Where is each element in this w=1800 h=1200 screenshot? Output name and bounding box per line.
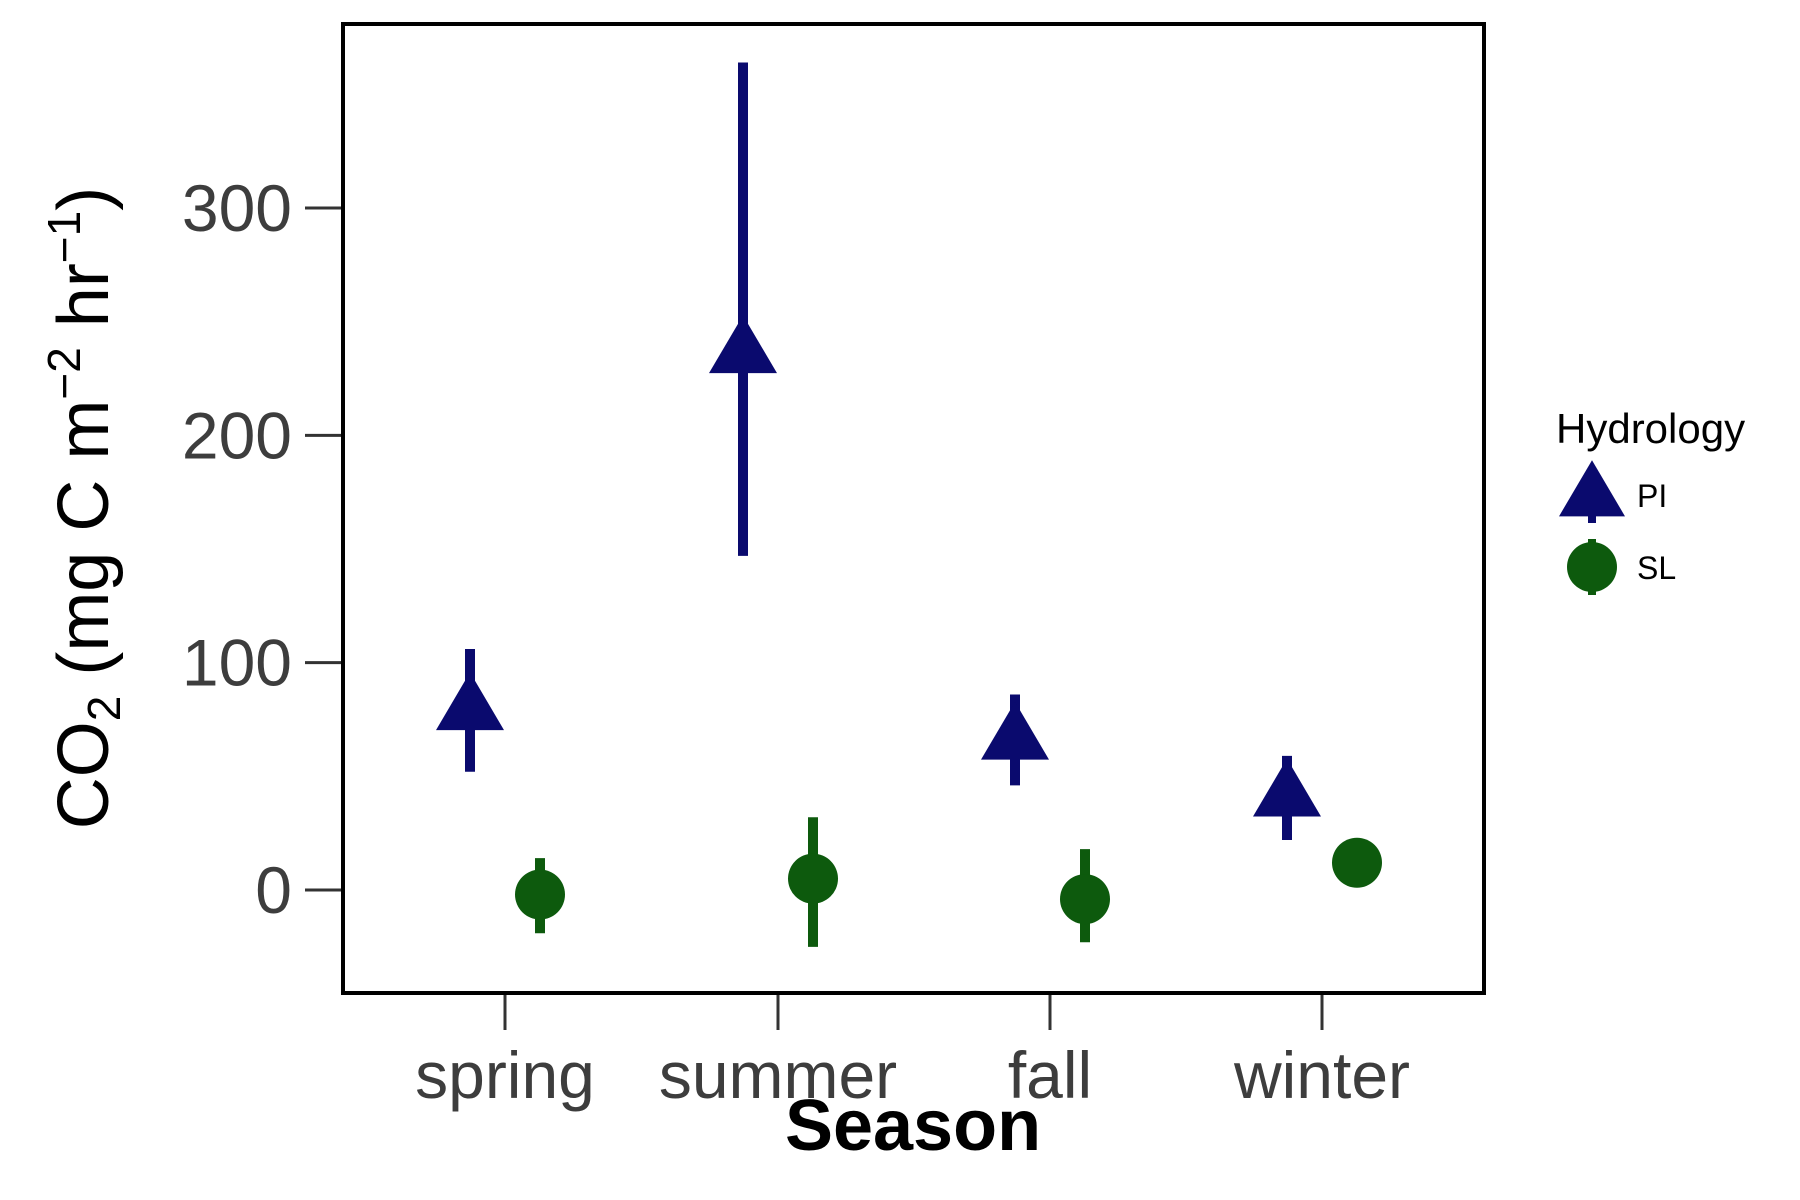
y-title-suffix: ) — [44, 187, 124, 211]
y-tick-label: 300 — [182, 171, 292, 245]
x-tick-label-spring: spring — [415, 1038, 595, 1112]
y-axis: 0 100 200 300 — [182, 171, 341, 927]
y-axis-title: CO2 (mg C m−2 hr−1) — [38, 187, 130, 830]
x-tick-label-fall: fall — [1008, 1038, 1092, 1112]
y-title-prefix: CO — [44, 721, 124, 829]
y-title-superscript-2: −1 — [38, 211, 90, 263]
y-title-superscript-1: −2 — [38, 347, 90, 399]
legend-key-sl — [1567, 542, 1617, 592]
legend-key-pi — [1559, 460, 1625, 517]
y-title-subscript: 2 — [78, 696, 130, 722]
y-title-unit-part2: hr — [44, 263, 124, 347]
point-pi-spring — [436, 672, 504, 731]
point-sl-fall — [1060, 874, 1110, 925]
point-pi-summer — [709, 315, 777, 374]
x-axis: spring summer fall winter — [415, 995, 1410, 1112]
legend-keys: PI SL — [1559, 460, 1676, 595]
data-marks — [436, 62, 1382, 947]
legend-title: Hydrology — [1556, 405, 1745, 452]
point-sl-spring — [515, 869, 565, 920]
x-tick-label-winter: winter — [1233, 1038, 1410, 1112]
y-tick-label: 0 — [255, 853, 292, 927]
x-tick-label-summer: summer — [659, 1038, 897, 1112]
x-axis-title: Season — [785, 1086, 1041, 1166]
point-pi-winter — [1253, 758, 1321, 817]
legend: Hydrology PI SL — [1556, 405, 1745, 595]
y-title-unit-part1: (mg C m — [44, 400, 124, 696]
point-sl-summer — [788, 853, 838, 904]
plot-panel — [341, 22, 1486, 995]
legend-label-pi: PI — [1637, 478, 1667, 514]
y-tick-label: 100 — [182, 626, 292, 700]
legend-label-sl: SL — [1637, 550, 1676, 586]
y-tick-label: 200 — [182, 398, 292, 472]
point-sl-winter — [1332, 837, 1382, 888]
point-pi-fall — [981, 701, 1049, 760]
